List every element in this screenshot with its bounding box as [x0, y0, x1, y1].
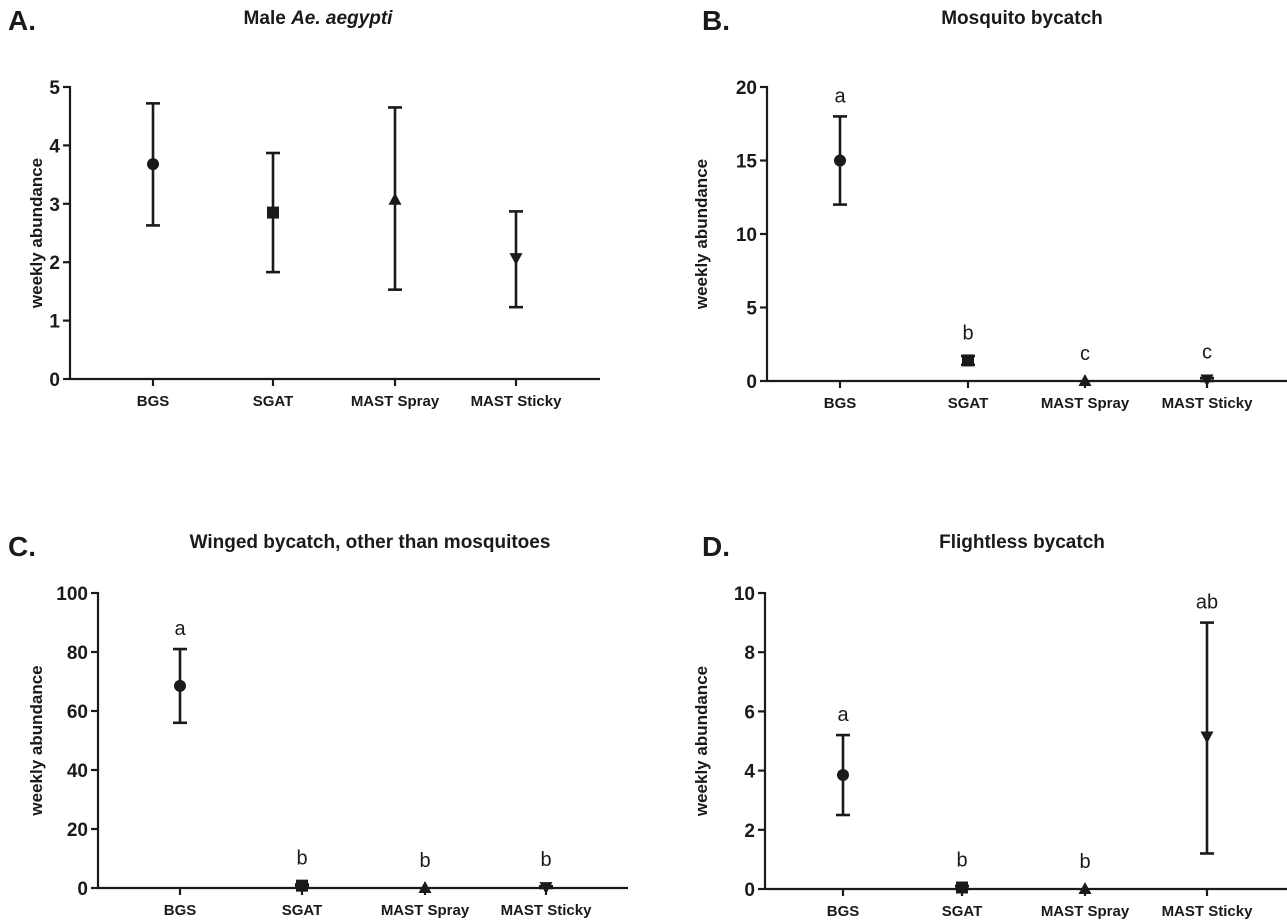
significance-letter: b: [419, 850, 430, 872]
y-tick-label: 0: [49, 370, 60, 391]
data-point-0: [834, 154, 846, 167]
y-tick-label: 20: [67, 820, 88, 841]
y-tick-label: 60: [67, 702, 88, 723]
significance-letter: b: [296, 848, 307, 870]
data-point-1: [296, 879, 308, 892]
chart-title-italic: Ae. aegypti: [290, 8, 393, 29]
x-tick-label: MAST Sticky: [471, 393, 563, 410]
y-tick-label: 4: [744, 762, 755, 783]
y-tick-label: 0: [746, 372, 757, 393]
y-tick-label: 5: [49, 78, 60, 99]
y-axis-label: weekly abundance: [692, 159, 711, 310]
x-tick-label: MAST Spray: [381, 902, 470, 919]
data-point-0: [147, 158, 159, 171]
panel-c: C. Winged bycatch, other than mosquitoes w…: [8, 531, 628, 919]
x-tick-label: BGS: [137, 393, 170, 410]
significance-letter: b: [956, 850, 967, 872]
chart-title-text: Winged bycatch, other than mosquitoes: [190, 532, 551, 553]
data-point-3: [1200, 731, 1214, 744]
y-tick-label: 10: [734, 584, 755, 605]
data-point-3: [539, 882, 553, 895]
y-tick-label: 15: [736, 152, 758, 173]
y-tick-label: 4: [49, 136, 60, 157]
y-tick-label: 6: [744, 702, 755, 723]
significance-letter: a: [837, 704, 849, 726]
significance-letter: c: [1202, 342, 1212, 364]
y-tick-label: 40: [67, 761, 88, 782]
data-point-1: [267, 206, 279, 219]
data-point-3: [1200, 374, 1214, 387]
x-tick-label: BGS: [164, 902, 197, 919]
y-tick-label: 80: [67, 643, 88, 664]
x-tick-label: BGS: [824, 395, 857, 412]
x-tick-label: BGS: [827, 903, 860, 919]
significance-letter: ab: [1196, 592, 1218, 614]
chart-title-text: Flightless bycatch: [939, 532, 1105, 553]
panel-letter: B.: [702, 5, 730, 36]
y-axis-label: weekly abundance: [692, 666, 711, 817]
y-tick-label: 100: [56, 584, 88, 605]
panel-letter: D.: [702, 531, 730, 562]
panel-d: D. Flightless bycatch weekly abundance 0 2 4 6…: [692, 531, 1287, 920]
x-tick-label: SGAT: [253, 393, 294, 410]
data-point-2: [418, 881, 432, 893]
panel-b: B. Mosquito bycatch weekly abundance 0 5 10 15…: [692, 5, 1287, 412]
data-point-1: [956, 881, 968, 894]
data-point-1: [962, 354, 974, 367]
y-tick-label: 5: [746, 299, 757, 320]
chart-title: Flightless bycatch: [939, 532, 1105, 553]
panel-a: A. Male Ae. aegypti weekly abundance 0 1 2 3 4 5…: [8, 5, 600, 410]
significance-letter: b: [1079, 851, 1090, 873]
y-tick-label: 8: [744, 643, 755, 664]
y-tick-label: 3: [49, 195, 60, 216]
y-tick-label: 10: [736, 225, 757, 246]
y-tick-label: 2: [49, 253, 60, 274]
significance-letter: c: [1080, 343, 1090, 365]
chart-title: Male Ae. aegypti: [244, 8, 394, 29]
data-point-2: [1078, 882, 1092, 894]
significance-letter: b: [962, 322, 973, 344]
significance-letter: b: [540, 849, 551, 871]
panel-letter: C.: [8, 531, 36, 562]
x-tick-label: MAST Spray: [1041, 903, 1130, 919]
x-tick-label: SGAT: [942, 903, 983, 919]
chart-title: Winged bycatch, other than mosquitoes: [190, 532, 551, 553]
data-point-0: [837, 769, 849, 782]
y-tick-label: 0: [77, 879, 88, 900]
significance-letter: a: [174, 618, 186, 640]
x-tick-label: MAST Spray: [1041, 395, 1130, 412]
y-tick-label: 20: [736, 78, 757, 99]
data-point-2: [1078, 374, 1092, 386]
y-tick-label: 2: [744, 821, 755, 842]
y-axis-label: weekly abundance: [27, 665, 46, 816]
x-tick-label: MAST Sticky: [501, 902, 593, 919]
x-tick-label: MAST Sticky: [1162, 903, 1254, 919]
data-point-2: [388, 192, 402, 205]
y-axis-label: weekly abundance: [27, 158, 46, 309]
x-tick-label: SGAT: [948, 395, 989, 412]
x-tick-label: MAST Spray: [351, 393, 440, 410]
x-tick-label: MAST Sticky: [1162, 395, 1254, 412]
panel-letter: A.: [8, 5, 36, 36]
data-point-3: [509, 253, 523, 266]
chart-title-text: Mosquito bycatch: [941, 8, 1103, 29]
y-tick-label: 0: [744, 880, 755, 901]
chart-title-text: Male: [244, 8, 292, 29]
chart-title: Mosquito bycatch: [941, 8, 1103, 29]
y-tick-label: 1: [49, 312, 60, 333]
data-point-0: [174, 679, 186, 692]
significance-letter: a: [834, 85, 846, 107]
x-tick-label: SGAT: [282, 902, 323, 919]
